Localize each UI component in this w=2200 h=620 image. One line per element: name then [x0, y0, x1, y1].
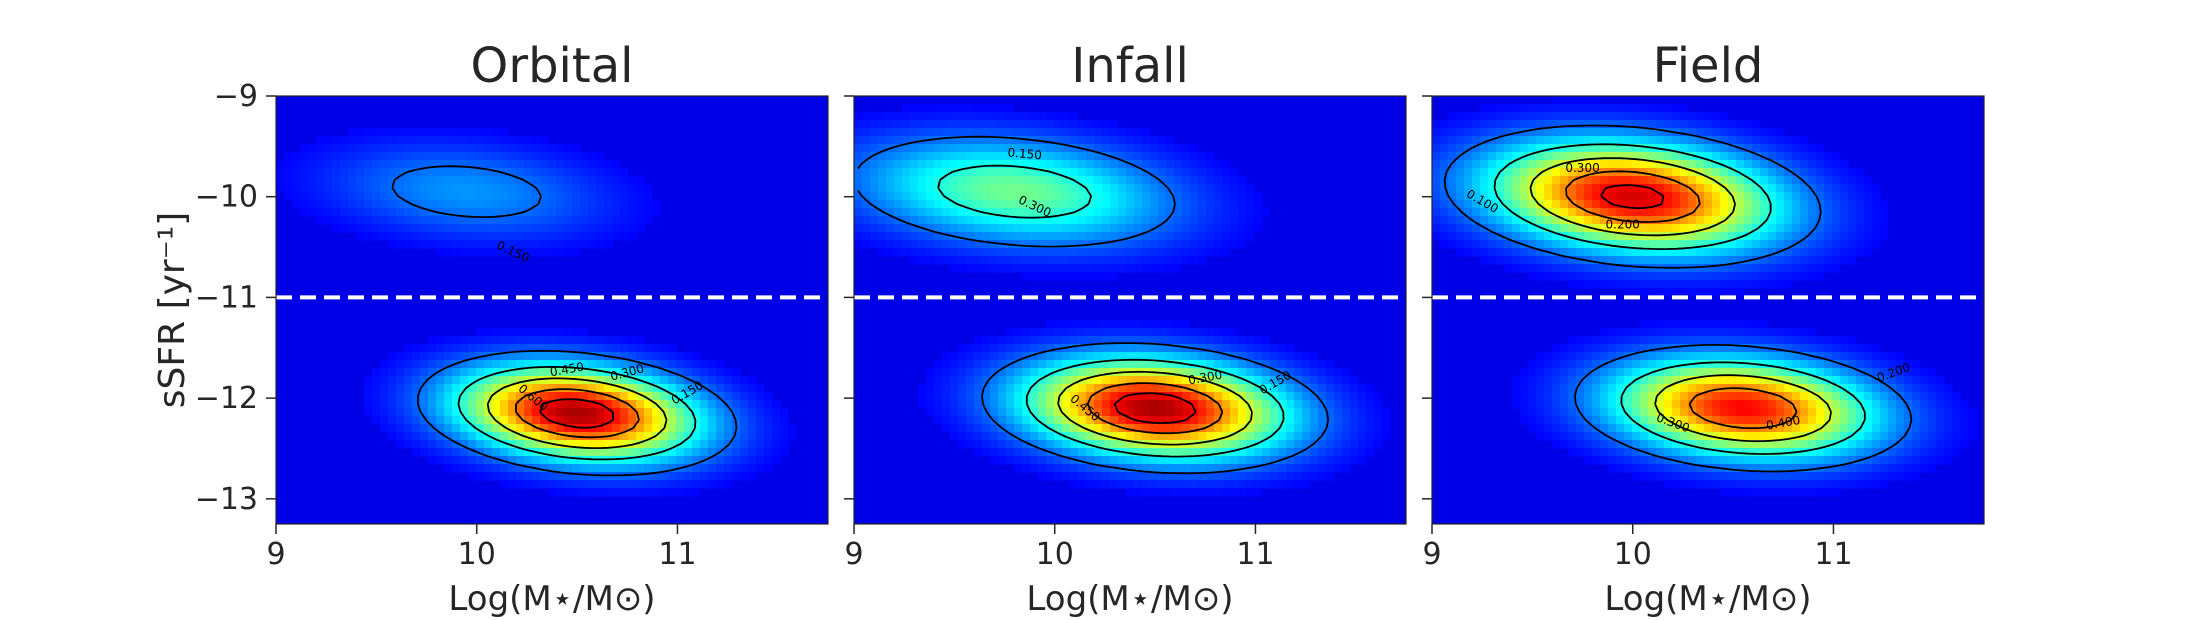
x-tick-label: 10	[1614, 537, 1652, 572]
density-heatmap	[1432, 96, 1984, 524]
x-tick-label: 9	[844, 537, 863, 572]
x-axis-label: Log(M⋆/M⊙)	[1026, 579, 1233, 619]
contour-line	[1443, 124, 1913, 473]
y-tick-label: −12	[195, 381, 258, 416]
x-tick-label: 10	[1036, 537, 1074, 572]
contour-line	[486, 377, 668, 449]
y-tick-label: −11	[195, 280, 258, 315]
contour-label: 0.450	[549, 360, 585, 380]
contour-label: 0.300	[1187, 368, 1223, 388]
plot-frame	[1431, 95, 1985, 525]
contour-lines	[1443, 124, 1913, 473]
contour-lines	[391, 165, 738, 477]
panel-title: Field	[1653, 38, 1764, 94]
contour-line	[1600, 184, 1665, 210]
contour-line	[1529, 157, 1832, 443]
x-tick-label: 11	[1814, 537, 1852, 572]
contour-label: 0.200	[1606, 217, 1640, 231]
plot-frame	[275, 95, 829, 525]
panel-title: Orbital	[471, 38, 634, 94]
x-tick-label: 11	[1236, 537, 1274, 572]
y-tick-label: −9	[214, 79, 258, 114]
x-tick-label: 9	[1422, 537, 1441, 572]
contour-line	[391, 165, 738, 477]
y-tick-label: −13	[195, 482, 258, 517]
contour-line	[857, 135, 1330, 475]
x-tick-label: 11	[658, 537, 696, 572]
x-tick-label: 9	[266, 537, 285, 572]
density-heatmap	[854, 96, 1406, 524]
contour-line	[457, 366, 697, 461]
contour-line	[1493, 143, 1866, 455]
contour-line	[937, 164, 1285, 458]
plot-frame	[853, 95, 1407, 525]
contour-line	[515, 388, 640, 439]
contour-line	[1086, 382, 1224, 435]
contour-label: 0.400	[1765, 413, 1801, 433]
y-tick-label: −10	[195, 180, 258, 215]
panel-title: Infall	[1071, 38, 1189, 94]
x-axis-label: Log(M⋆/M⊙)	[1604, 579, 1811, 619]
y-axis-label: sSFR [yr⁻¹]	[152, 212, 193, 408]
contour-line	[1565, 170, 1798, 430]
contour-line	[1057, 370, 1253, 446]
contour-label: 0.150	[1007, 145, 1042, 162]
contour-line	[539, 398, 615, 429]
density-heatmap	[276, 96, 828, 524]
contour-line	[1113, 392, 1197, 424]
x-axis-label: Log(M⋆/M⊙)	[448, 579, 655, 619]
contour-label: 0.300	[1565, 161, 1599, 175]
x-tick-label: 10	[458, 537, 496, 572]
contour-lines	[857, 135, 1330, 475]
